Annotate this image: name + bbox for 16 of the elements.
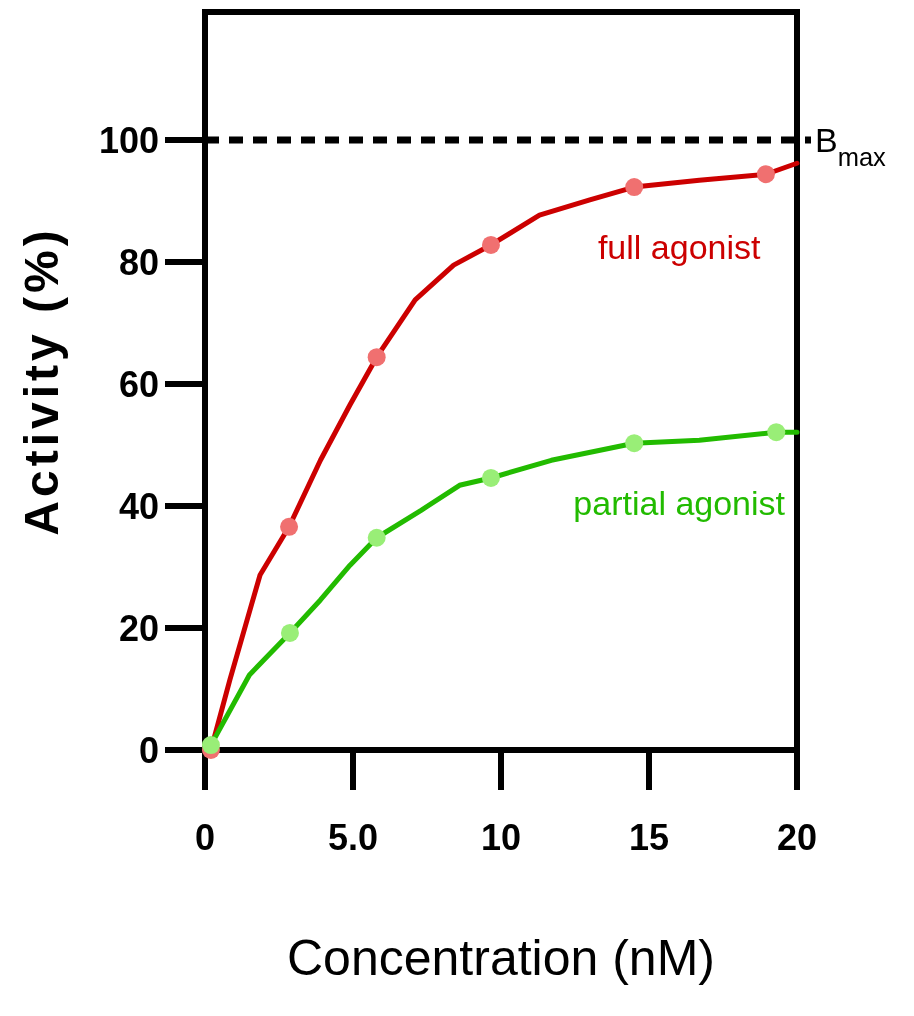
y-tick-label: 100 — [98, 119, 159, 161]
y-tick-label: 40 — [118, 485, 159, 527]
x-tick-label: 10 — [480, 817, 522, 858]
x-tick-label: 15 — [628, 817, 670, 858]
x-tick-label: 5.0 — [327, 817, 379, 858]
y-tick-label: 60 — [118, 363, 159, 405]
y-tick-label: 20 — [118, 607, 159, 649]
ref-line-label: B$_{max}$ — [815, 120, 887, 171]
y-tick-label: 0 — [138, 729, 159, 771]
series-label: partial agonist — [573, 484, 786, 523]
y-tick-label: 80 — [118, 241, 159, 283]
series-label: full agonist — [597, 228, 762, 267]
x-tick-label: 20 — [776, 817, 818, 858]
x-axis-title: Concentration (nM) — [287, 930, 715, 986]
x-tick-label: 0 — [194, 817, 216, 858]
y-axis-title: Activity (%) — [15, 226, 68, 536]
